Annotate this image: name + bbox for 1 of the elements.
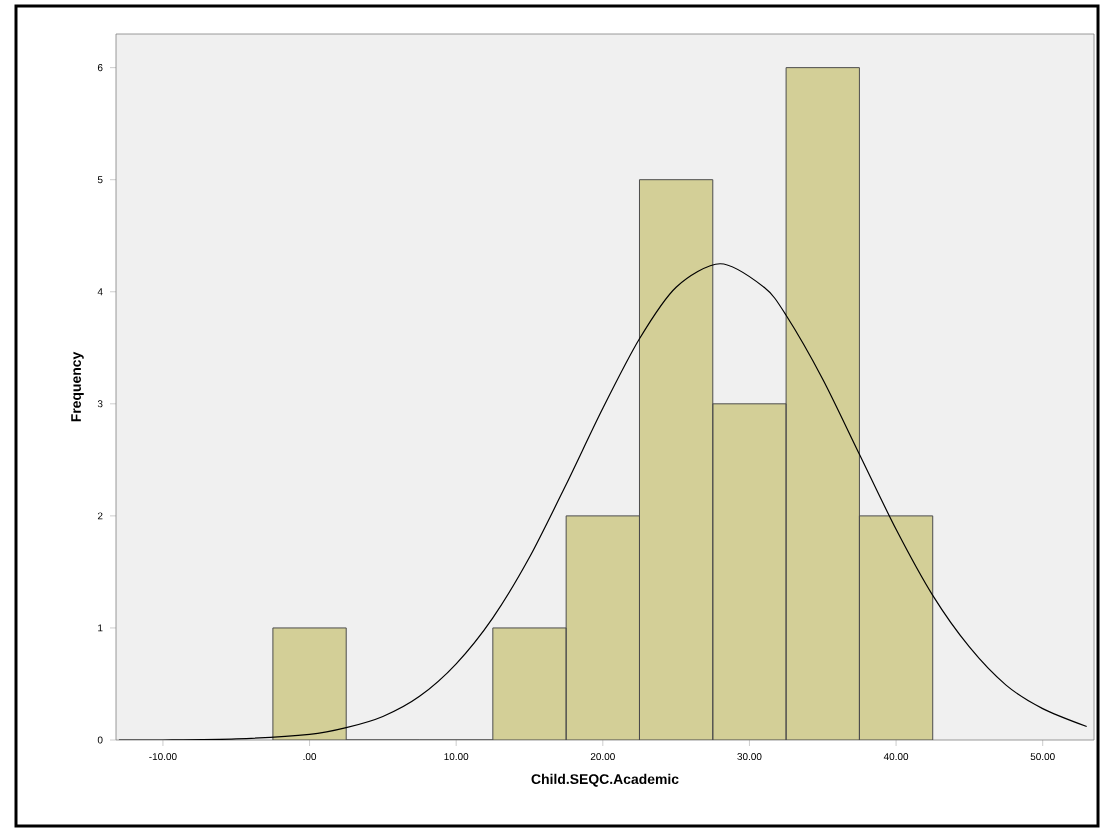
line-series <box>118 263 1088 740</box>
